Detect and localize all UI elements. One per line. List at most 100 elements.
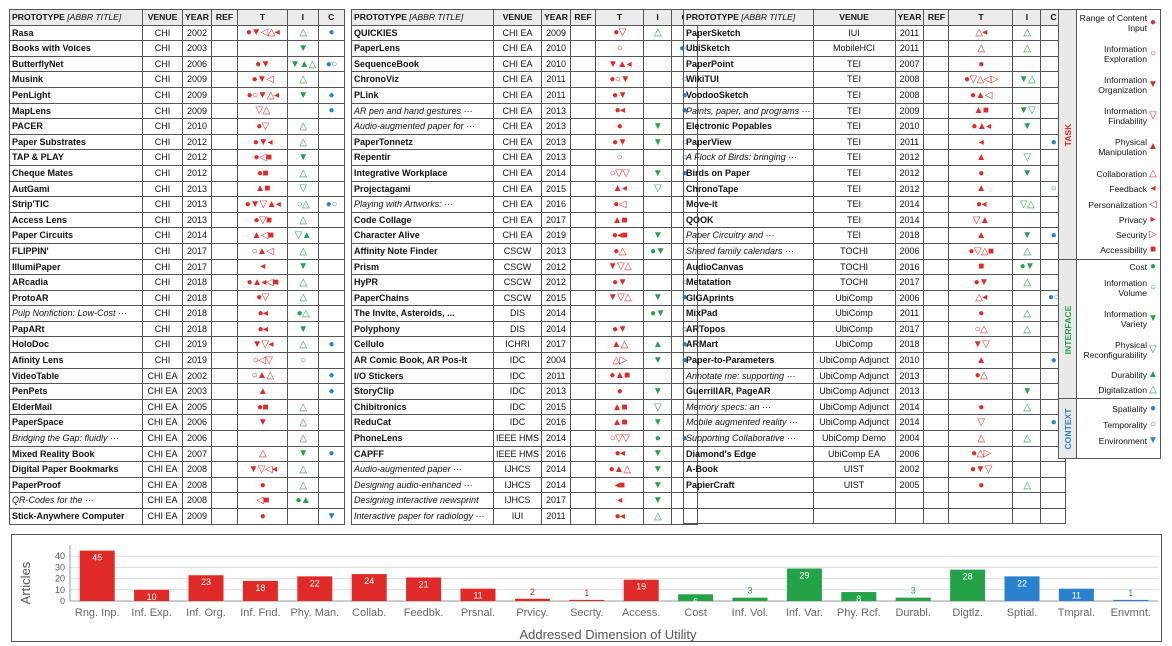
interface-symbols: ▼ <box>643 383 673 400</box>
bar <box>460 588 496 601</box>
interface-symbols <box>1012 55 1042 73</box>
prototype-name: Mixed Reality Book <box>9 445 143 463</box>
task-symbols: ●△▷ <box>948 445 1014 463</box>
bar-value-label: 3 <box>747 586 752 596</box>
task-symbols: ○ <box>595 149 645 166</box>
venue-cell: CHI <box>142 289 183 307</box>
table-row: Prism CSCW 2012 ▼▽△ <box>351 258 699 276</box>
interface-symbols: ▼ <box>643 352 673 369</box>
bar-value-label: 11 <box>1072 591 1081 601</box>
ref-cell <box>570 305 597 322</box>
task-symbols: ●◁■ <box>237 149 288 166</box>
year-cell: 2005 <box>894 476 925 494</box>
interface-symbols <box>1012 180 1042 198</box>
bar <box>732 597 768 601</box>
table-row: ChronoTape TEI 2012 ▲ ○ <box>683 180 1067 198</box>
interface-symbols <box>1012 289 1042 307</box>
x-tick-label: Prsnal. <box>461 607 495 619</box>
interface-symbols: ○△ <box>287 196 319 213</box>
interface-symbols: △ <box>287 118 319 135</box>
prototype-name: IllumiPaper <box>9 258 143 276</box>
task-symbols: ▲■ <box>595 211 645 229</box>
interface-symbols: △ <box>1012 398 1042 416</box>
ref-cell <box>923 383 950 400</box>
table-row: VoodooSketch TEI 2008 ●▲◁ <box>683 86 1067 104</box>
ref-cell <box>570 430 597 447</box>
table-row: Paper Circuitry and ··· TEI 2018 ▲ ▼ ● <box>683 227 1067 244</box>
prototype-name: I/O Stickers <box>351 367 494 385</box>
table-row: Books with Voices CHI 2003 ▼ <box>9 40 345 57</box>
table-row: Interactive paper for radiology ··· IUI 20… <box>351 508 699 525</box>
year-cell: 2012 <box>894 180 925 198</box>
venue-cell: DIS <box>492 320 543 338</box>
interface-symbols <box>643 320 673 338</box>
year-cell: 2006 <box>894 289 925 307</box>
ref-cell <box>211 118 238 135</box>
year-cell: 2006 <box>894 445 925 463</box>
bar <box>242 580 278 601</box>
venue-cell: IJHCS <box>492 492 543 509</box>
ref-cell <box>570 211 597 229</box>
task-symbols: ● <box>595 383 645 400</box>
interface-symbols: ▼ <box>643 164 673 182</box>
prototype-name: Audio-augmented paper for ··· <box>351 118 494 135</box>
legend: TASK INTERFACE CONTEXT Range of Content … <box>1058 9 1161 459</box>
legend-item-label: Information Variety <box>1104 309 1147 329</box>
task-symbols: ●▼ <box>948 274 1014 291</box>
prototype-name: Interactive paper for radiology ··· <box>351 508 494 525</box>
venue-cell: IEEE HMS <box>492 430 543 447</box>
bar <box>678 594 714 601</box>
ref-cell <box>923 102 950 120</box>
task-symbols: ●▽ <box>237 289 288 307</box>
interface-symbols: △ <box>287 430 319 447</box>
header-ref: REF <box>570 9 597 26</box>
year-cell: 2019 <box>182 336 212 354</box>
venue-cell: CHI <box>142 196 183 213</box>
prototype-name: Designing audio-enhanced ··· <box>351 476 494 494</box>
venue-cell: MobileHCI <box>812 40 896 57</box>
year-cell: 2009 <box>182 102 212 120</box>
year-cell: 2007 <box>182 445 212 463</box>
table-row: A Flock of Birds: bringing ··· TEI 2012 ▲ ▽ <box>683 149 1067 166</box>
table-row: PapARt CHI 2018 ●◂ ▼ <box>9 320 345 338</box>
task-symbols: ◂■ <box>595 476 645 494</box>
task-symbols: ●▼◁△◂ <box>237 24 288 42</box>
year-cell: 2013 <box>182 180 212 198</box>
prototype-name: PaperView <box>683 133 814 151</box>
context-symbols <box>317 352 345 369</box>
year-cell: 2013 <box>541 102 572 120</box>
table-row: AutGami CHI 2013 ▲■ ▽ <box>9 180 345 198</box>
task-symbols <box>948 507 1014 525</box>
legend-item: Cost ● <box>1077 260 1161 274</box>
venue-cell: UbiComp <box>812 336 896 354</box>
interface-symbols: △ <box>1012 430 1042 447</box>
prototype-name: ARcadia <box>9 274 143 291</box>
context-symbols <box>317 430 345 447</box>
ref-cell <box>211 352 238 369</box>
venue-cell: TEI <box>812 55 896 73</box>
prototype-name: Audio-augmented paper ··· <box>351 461 494 478</box>
bar-value-label: 6 <box>693 596 698 606</box>
task-symbols: ●▼◁ <box>237 71 288 88</box>
ref-cell <box>211 430 238 447</box>
table-row: QOOK TEI 2014 ▽▲ <box>683 211 1067 229</box>
task-symbols <box>237 40 288 57</box>
venue-cell: TEI <box>812 118 896 135</box>
table-row: PaperSpace CHI EA 2006 ▼ △ <box>9 414 345 432</box>
x-axis-title: Addressed Dimension of Utility <box>519 627 697 642</box>
interface-symbols <box>287 367 319 385</box>
venue-cell: CHI EA <box>492 102 543 120</box>
task-symbols: ●△ <box>948 367 1014 385</box>
year-cell: 2012 <box>541 274 572 291</box>
interface-symbols: △ <box>1012 320 1042 338</box>
bar <box>351 574 387 601</box>
year-cell: 2010 <box>182 118 212 135</box>
venue-cell: TEI <box>812 102 896 120</box>
legend-item-label: Information Organization <box>1098 75 1147 95</box>
task-symbols: ▽▲ <box>948 211 1014 229</box>
venue-cell: UbiComp Adjunct <box>812 398 896 416</box>
table-row: Playing with Artworks: ··· CHI EA 2016 ●◁ <box>351 196 699 213</box>
bar-value-label: 1 <box>1128 588 1133 598</box>
legend-item: Information Findability ▽ <box>1077 105 1161 127</box>
ref-cell <box>570 118 597 135</box>
